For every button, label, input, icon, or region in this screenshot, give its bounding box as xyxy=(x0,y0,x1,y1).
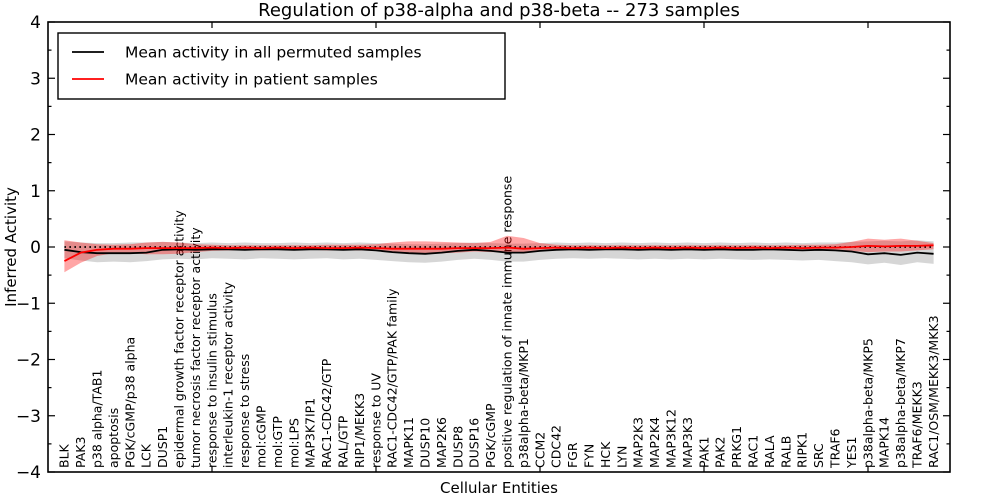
entity-label: RIPK1 xyxy=(795,432,810,468)
y-tick-label: −2 xyxy=(16,351,41,371)
entity-label: TRAF6 xyxy=(828,428,843,469)
entity-label: DUSP1 xyxy=(155,426,170,468)
y-axis-label: Inferred Activity xyxy=(2,187,20,307)
entity-label: PGK/cGMP xyxy=(483,403,498,468)
entity-label: MAPK11 xyxy=(401,417,416,468)
entity-label: LCK xyxy=(139,443,154,468)
entity-label: p38alpha-beta/MKP5 xyxy=(860,338,875,468)
entity-label: apoptosis xyxy=(106,408,121,468)
y-tick-label: −4 xyxy=(16,463,41,483)
entity-label: epidermal growth factor receptor activit… xyxy=(172,210,187,468)
patient-band xyxy=(64,235,934,273)
entity-label: SRC xyxy=(811,443,826,468)
entity-label: p38 alpha/TAB1 xyxy=(90,370,105,468)
entity-label: RAL/GTP xyxy=(336,415,351,468)
entity-label: tumor necrosis factor receptor activity xyxy=(188,227,203,468)
legend-box xyxy=(57,32,506,100)
entity-label: PAK1 xyxy=(696,437,711,468)
entity-label: RALB xyxy=(778,436,793,468)
y-tick-label: −3 xyxy=(16,407,41,427)
entity-label: response to insulin stimulus xyxy=(204,293,219,468)
entity-label: HCK xyxy=(598,441,613,468)
entity-label: DUSP8 xyxy=(450,426,465,468)
entity-label: TRAF6/MEKK3 xyxy=(910,381,925,469)
entity-label: RIP1/MEKK3 xyxy=(352,393,367,468)
entity-label: RAC1-CDC42/GTP xyxy=(319,358,334,468)
entity-label: MAP3K7IP1 xyxy=(303,398,318,468)
entity-label: MAP2K3 xyxy=(631,417,646,468)
entity-label: CCM2 xyxy=(532,432,547,468)
entity-label: FGR xyxy=(565,442,580,468)
entity-label: DUSP10 xyxy=(418,418,433,468)
entity-label: CDC42 xyxy=(549,425,564,468)
permuted-mean-line xyxy=(64,248,934,256)
entity-label: DUSP16 xyxy=(467,418,482,468)
legend-label: Mean activity in patient samples xyxy=(125,71,378,89)
entity-label: MAP3K12 xyxy=(664,409,679,468)
entity-label: interleukin-1 receptor activity xyxy=(221,281,236,468)
entity-label: RAC1-CDC42/GTP/PAK family xyxy=(385,288,400,468)
patient-mean-line xyxy=(63,244,934,262)
entity-label: YES1 xyxy=(844,437,859,469)
entity-label: MAP2K6 xyxy=(434,417,449,468)
entity-label: RAC1 xyxy=(746,435,761,468)
entity-label: PAK2 xyxy=(713,437,728,468)
x-category-labels: BLK PAK3 p38 alpha/TAB1 apoptosis PGK/cGMP/p… xyxy=(57,176,941,469)
entity-label: MAPK14 xyxy=(877,417,892,468)
entity-label: mol:GTP xyxy=(270,416,285,468)
entity-label: PGK/cGMP/p38 alpha xyxy=(122,337,137,468)
chart-title: Regulation of p38-alpha and p38-beta -- … xyxy=(258,0,740,21)
y-tick-label: 0 xyxy=(30,238,41,258)
entity-label: RAC1/OSM/MEKK3/MKK3 xyxy=(926,315,941,468)
entity-label: PRKG1 xyxy=(729,426,744,468)
y-tick-label: 1 xyxy=(30,182,41,202)
axis-ticks xyxy=(48,21,950,473)
entity-label: RALA xyxy=(762,435,777,468)
entity-label: p38alpha-beta/MKP7 xyxy=(893,338,908,468)
entity-label: p38alpha-beta/MKP1 xyxy=(516,338,531,468)
entity-label: response to UV xyxy=(368,373,383,468)
entity-label: BLK xyxy=(57,443,72,468)
legend: Mean activity in all permuted samples Mea… xyxy=(57,32,506,100)
y-tick-labels: −4 −3 −2 −1 0 1 2 3 4 xyxy=(16,13,41,483)
legend-label: Mean activity in all permuted samples xyxy=(125,44,422,62)
y-tick-label: −1 xyxy=(16,294,41,314)
y-tick-label: 4 xyxy=(30,13,41,33)
entity-label: positive regulation of innate immune res… xyxy=(500,176,515,468)
entity-label: MAP2K4 xyxy=(647,417,662,468)
entity-label: mol:LPS xyxy=(286,418,301,468)
y-tick-label: 3 xyxy=(30,69,41,89)
entity-label: FYN xyxy=(582,444,597,468)
entity-label: mol:cGMP xyxy=(254,405,269,468)
entity-label: MAP3K3 xyxy=(680,417,695,468)
y-tick-label: 2 xyxy=(30,126,41,146)
entity-label: response to stress xyxy=(237,354,252,468)
entity-label: PAK3 xyxy=(73,437,88,468)
entity-label: LYN xyxy=(614,446,629,468)
x-axis-label: Cellular Entities xyxy=(440,479,558,497)
